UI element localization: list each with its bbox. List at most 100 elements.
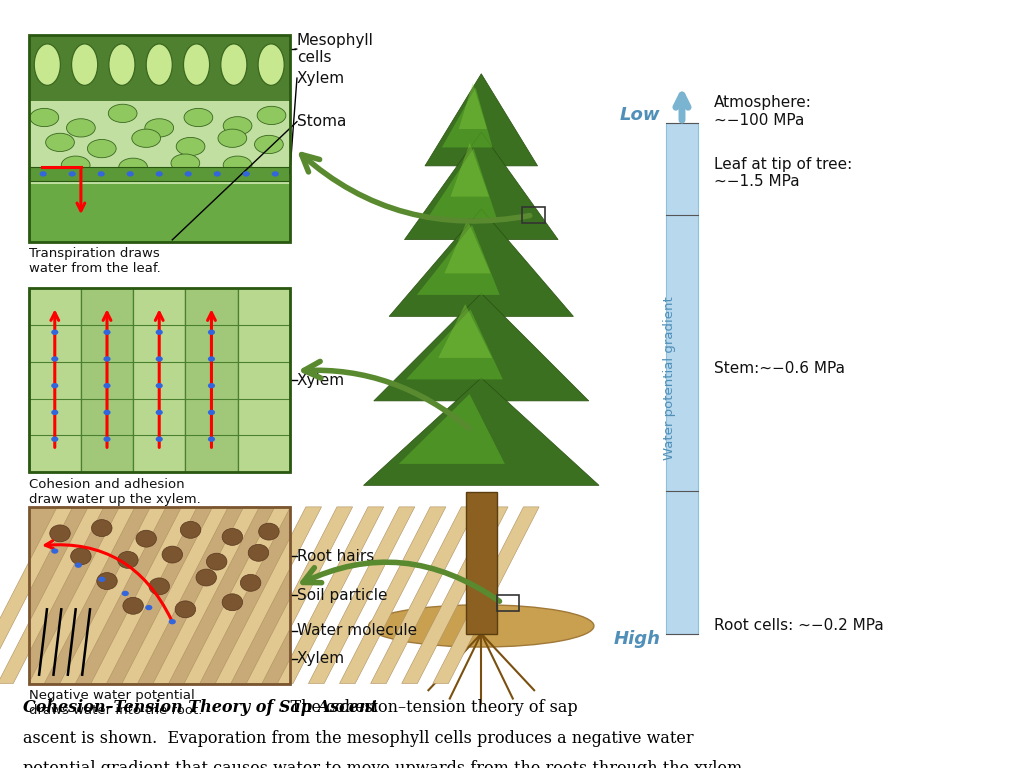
Ellipse shape <box>183 44 210 85</box>
Bar <box>29 35 290 242</box>
Ellipse shape <box>103 383 111 389</box>
Text: Root hairs: Root hairs <box>297 549 374 564</box>
Ellipse shape <box>221 44 247 85</box>
Polygon shape <box>444 220 490 273</box>
Ellipse shape <box>61 156 90 174</box>
Polygon shape <box>442 88 493 147</box>
Polygon shape <box>406 310 503 379</box>
Text: Atmosphere:
~−100 MPa: Atmosphere: ~−100 MPa <box>714 95 812 127</box>
Ellipse shape <box>50 525 71 542</box>
Ellipse shape <box>97 171 104 177</box>
Ellipse shape <box>51 383 58 389</box>
Ellipse shape <box>119 158 147 177</box>
Bar <box>29 288 290 472</box>
Ellipse shape <box>136 530 157 547</box>
Ellipse shape <box>118 551 138 568</box>
Polygon shape <box>374 293 589 401</box>
Ellipse shape <box>207 553 227 570</box>
Ellipse shape <box>184 108 213 127</box>
Polygon shape <box>404 132 558 240</box>
Ellipse shape <box>123 598 143 614</box>
Ellipse shape <box>156 329 163 335</box>
Polygon shape <box>451 143 489 197</box>
Ellipse shape <box>51 410 58 415</box>
Polygon shape <box>459 83 487 129</box>
Bar <box>29 184 290 242</box>
Ellipse shape <box>208 356 215 362</box>
Ellipse shape <box>51 329 58 335</box>
Bar <box>81 288 133 472</box>
Ellipse shape <box>103 356 111 362</box>
Ellipse shape <box>196 569 216 586</box>
Ellipse shape <box>98 577 105 582</box>
Bar <box>29 288 81 472</box>
Text: Cohesion–Tension Theory of Sap Ascent: Cohesion–Tension Theory of Sap Ascent <box>23 699 378 716</box>
Ellipse shape <box>67 119 95 137</box>
Polygon shape <box>278 507 384 684</box>
Text: Stoma: Stoma <box>297 114 346 129</box>
Polygon shape <box>340 507 445 684</box>
Ellipse shape <box>96 573 117 590</box>
Ellipse shape <box>109 44 135 85</box>
Ellipse shape <box>208 383 215 389</box>
Ellipse shape <box>180 521 201 538</box>
Ellipse shape <box>257 106 286 124</box>
Ellipse shape <box>156 356 163 362</box>
Ellipse shape <box>222 594 243 611</box>
Ellipse shape <box>176 137 205 156</box>
Ellipse shape <box>40 171 47 177</box>
Ellipse shape <box>223 117 252 135</box>
Bar <box>29 101 290 184</box>
Ellipse shape <box>103 410 111 415</box>
Text: High: High <box>613 630 660 648</box>
Ellipse shape <box>145 605 153 611</box>
Ellipse shape <box>156 436 163 442</box>
Ellipse shape <box>156 171 163 177</box>
Ellipse shape <box>122 591 129 596</box>
Polygon shape <box>247 507 352 684</box>
Ellipse shape <box>175 601 196 617</box>
Text: Low: Low <box>620 106 660 124</box>
Bar <box>185 288 238 472</box>
Ellipse shape <box>214 171 221 177</box>
Polygon shape <box>91 507 198 684</box>
Polygon shape <box>153 507 259 684</box>
Ellipse shape <box>51 548 58 554</box>
Ellipse shape <box>162 546 182 563</box>
Polygon shape <box>417 225 500 295</box>
Text: Transpiration draws
water from the leaf.: Transpiration draws water from the leaf. <box>29 247 161 275</box>
Bar <box>466 492 497 634</box>
Ellipse shape <box>258 44 285 85</box>
Bar <box>497 595 519 611</box>
Text: : The cohesion–tension theory of sap: : The cohesion–tension theory of sap <box>281 699 578 716</box>
Ellipse shape <box>72 44 97 85</box>
Ellipse shape <box>208 410 215 415</box>
Polygon shape <box>401 507 508 684</box>
Polygon shape <box>425 74 538 166</box>
Polygon shape <box>438 304 492 358</box>
Text: Root cells: ~−0.2 MPa: Root cells: ~−0.2 MPa <box>714 618 884 634</box>
Ellipse shape <box>148 578 170 594</box>
Polygon shape <box>371 507 477 684</box>
Bar <box>29 507 290 684</box>
Ellipse shape <box>255 135 284 154</box>
Text: Leaf at tip of tree:
~−1.5 MPa: Leaf at tip of tree: ~−1.5 MPa <box>714 157 852 189</box>
Ellipse shape <box>259 523 280 540</box>
Ellipse shape <box>103 436 111 442</box>
Ellipse shape <box>71 548 91 564</box>
Ellipse shape <box>91 520 112 537</box>
Ellipse shape <box>156 410 163 415</box>
Ellipse shape <box>146 44 172 85</box>
Ellipse shape <box>144 119 174 137</box>
Ellipse shape <box>51 356 58 362</box>
Text: Mesophyll
cells: Mesophyll cells <box>297 33 374 65</box>
Polygon shape <box>0 507 103 684</box>
Polygon shape <box>308 507 415 684</box>
Bar <box>29 288 290 472</box>
Ellipse shape <box>184 171 191 177</box>
Ellipse shape <box>243 171 250 177</box>
Ellipse shape <box>248 545 268 561</box>
Text: Cohesion and adhesion
draw water up the xylem.: Cohesion and adhesion draw water up the … <box>29 478 201 505</box>
Ellipse shape <box>87 140 116 157</box>
Polygon shape <box>398 394 505 464</box>
